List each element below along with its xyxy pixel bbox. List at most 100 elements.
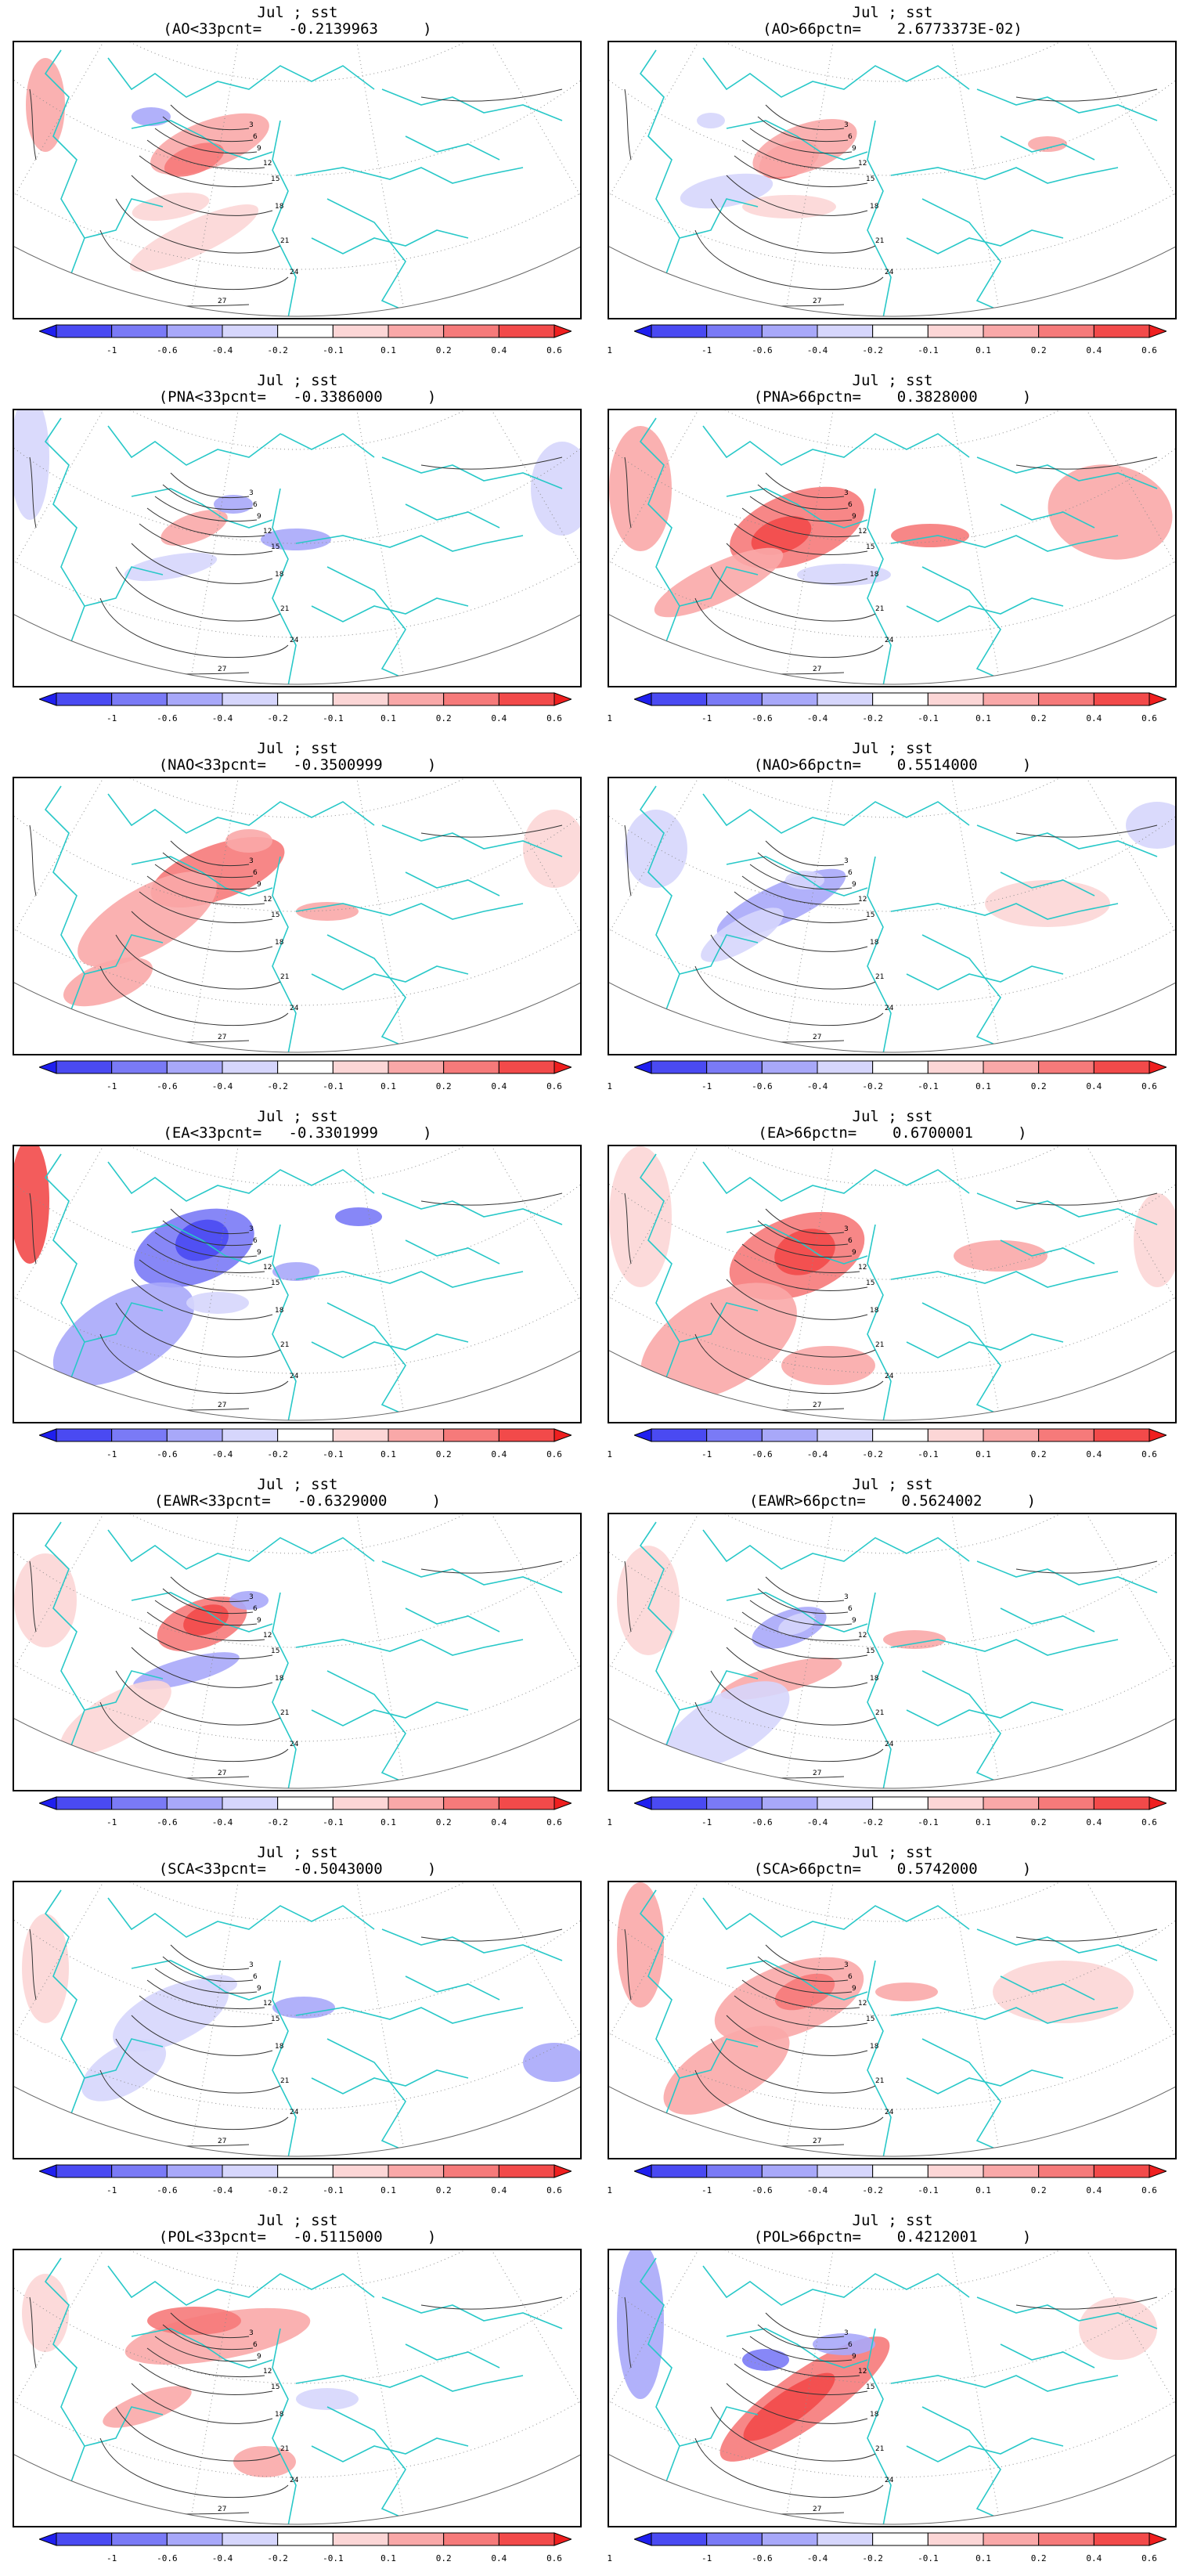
- sst-contour: [757, 1588, 849, 1615]
- coastline: [44, 49, 85, 301]
- contour-label: 18: [275, 203, 284, 211]
- colorbar-segment: [277, 1428, 334, 1442]
- colorbar-segment: [983, 692, 1040, 706]
- colorbar-right-arrow: [554, 2164, 572, 2178]
- coastline: [1000, 871, 1095, 897]
- contour-label: 6: [848, 1973, 853, 1981]
- longitude-gridline: [892, 2250, 999, 2516]
- colorbar-segment: [277, 692, 334, 706]
- colorbar-right-arrow: [554, 692, 572, 706]
- sst-contour: [29, 456, 37, 529]
- colorbar-segment: [443, 1428, 499, 1442]
- sst-contour: [154, 128, 258, 154]
- panel-subtitle: (SCA<33pcnt= -0.5043000 ): [158, 1860, 437, 1878]
- panel-subtitle: (POL>66pctn= 0.4212001 ): [753, 2228, 1032, 2246]
- contour-label: 3: [249, 1225, 254, 1233]
- colorbar-segment: [498, 1060, 555, 1074]
- colorbar-tick-label: -0.4: [211, 2185, 233, 2195]
- projection-edge: [609, 2086, 1175, 2157]
- colorbar-segment: [706, 2164, 763, 2178]
- polar-map: 3 6 9 12 15 18 21 24 27: [13, 1881, 582, 2159]
- contour-label: 9: [852, 1249, 856, 1257]
- colorbar-segment: [872, 2532, 929, 2546]
- contour-label: 6: [848, 2341, 853, 2349]
- contour-label: 27: [218, 1402, 226, 1409]
- colorbar-segment: [222, 1060, 279, 1074]
- sst-contour: [765, 840, 845, 867]
- colorbar-tick-label: -1: [106, 345, 117, 355]
- contour-label: 27: [813, 2138, 821, 2145]
- map-panel: Jul ; sst (NAO>66pctn= 0.5514000 ) 3 6 9 12 15…: [595, 736, 1190, 1104]
- contour-label: 3: [844, 121, 849, 129]
- colorbar-tick-label: 0.4: [1086, 713, 1102, 723]
- longitude-gridline: [14, 410, 298, 467]
- colorbar-segment: [706, 1796, 763, 1810]
- coastline: [702, 1897, 970, 1938]
- coastline: [702, 425, 970, 466]
- colorbar-graphic: [39, 2164, 572, 2178]
- colorbar-tick-label: 0.6: [546, 345, 562, 355]
- coastline: [1000, 503, 1095, 529]
- map-panel: Jul ; sst (AO<33pcnt= -0.2139963 ) 3 6 9 12 15…: [0, 0, 612, 368]
- coastline: [272, 856, 297, 1052]
- latitude-gridline: [609, 1146, 1175, 1374]
- colorbar-segment: [277, 1060, 334, 1074]
- sst-contour: [710, 2406, 876, 2462]
- coastline: [272, 120, 297, 316]
- sst-contour: [741, 1243, 860, 1274]
- contour-label: 24: [290, 1373, 299, 1380]
- colorbar-tick-label: 0.4: [491, 713, 507, 723]
- contour-label: 6: [848, 1237, 853, 1245]
- colorbar-tick-label: 0.1: [380, 1817, 396, 1827]
- contour-label: 15: [866, 1647, 874, 1655]
- colorbar-tick-label: 1: [607, 1449, 612, 1459]
- colorbar: -1-0.6-0.4-0.2-0.10.10.20.40.61: [634, 2163, 1167, 2195]
- coastline: [1000, 2343, 1095, 2369]
- anomaly-shading: [797, 564, 891, 586]
- coastline: [890, 167, 1119, 184]
- sst-contour: [734, 1995, 868, 2027]
- colorbar-segment: [222, 324, 279, 338]
- colorbar-tick-label: -0.4: [806, 1081, 828, 1091]
- sst-contour: [29, 1928, 37, 2001]
- contour-label: 18: [870, 2043, 879, 2051]
- contour-label: 6: [253, 501, 258, 509]
- contour-label: 3: [249, 857, 254, 865]
- anomaly-shading: [742, 195, 836, 218]
- colorbar-tick-label: 0.4: [491, 2553, 507, 2563]
- sst-contour: [162, 484, 254, 511]
- colorbar-left-arrow: [634, 1060, 652, 1074]
- anomaly-shading: [160, 510, 228, 546]
- sst-contour: [624, 2296, 632, 2369]
- sst-contour: [115, 1302, 281, 1358]
- coastline: [726, 1224, 868, 1265]
- polar-map: 3 6 9 12 15 18 21 24 27: [13, 41, 582, 319]
- colorbar-segment: [817, 1060, 874, 1074]
- colorbar-graphic: [634, 1796, 1167, 1810]
- polar-map: 3 6 9 12 15 18 21 24 27: [13, 1145, 582, 1423]
- colorbar-graphic: [634, 692, 1167, 706]
- contour-label: 21: [875, 2445, 884, 2453]
- colorbar-tick-label: 0.1: [975, 2553, 991, 2563]
- coastline: [131, 488, 273, 529]
- colorbar-tick-label: 0.6: [546, 2185, 562, 2195]
- sst-contour: [749, 1600, 853, 1626]
- colorbar-segment: [443, 1796, 499, 1810]
- coastline: [84, 198, 164, 239]
- colorbar-tick-label: -0.1: [323, 1449, 344, 1459]
- contour-label: 15: [271, 543, 279, 551]
- colorbar-tick-label: 0.1: [975, 1081, 991, 1091]
- contour-label: 3: [844, 1225, 849, 1233]
- sst-contour: [1015, 824, 1158, 838]
- anomaly-shading: [774, 1228, 835, 1275]
- sst-contour: [757, 1220, 849, 1247]
- anomaly-shading: [697, 113, 725, 128]
- anomaly-shading: [63, 957, 153, 1007]
- coastline: [921, 198, 1017, 316]
- colorbar-tick-label: 0.6: [1141, 713, 1157, 723]
- sst-contour: [99, 965, 289, 1026]
- coastline: [381, 1560, 563, 1593]
- contour-label: 6: [253, 2341, 258, 2349]
- colorbar-tick-label: 1: [607, 2553, 612, 2563]
